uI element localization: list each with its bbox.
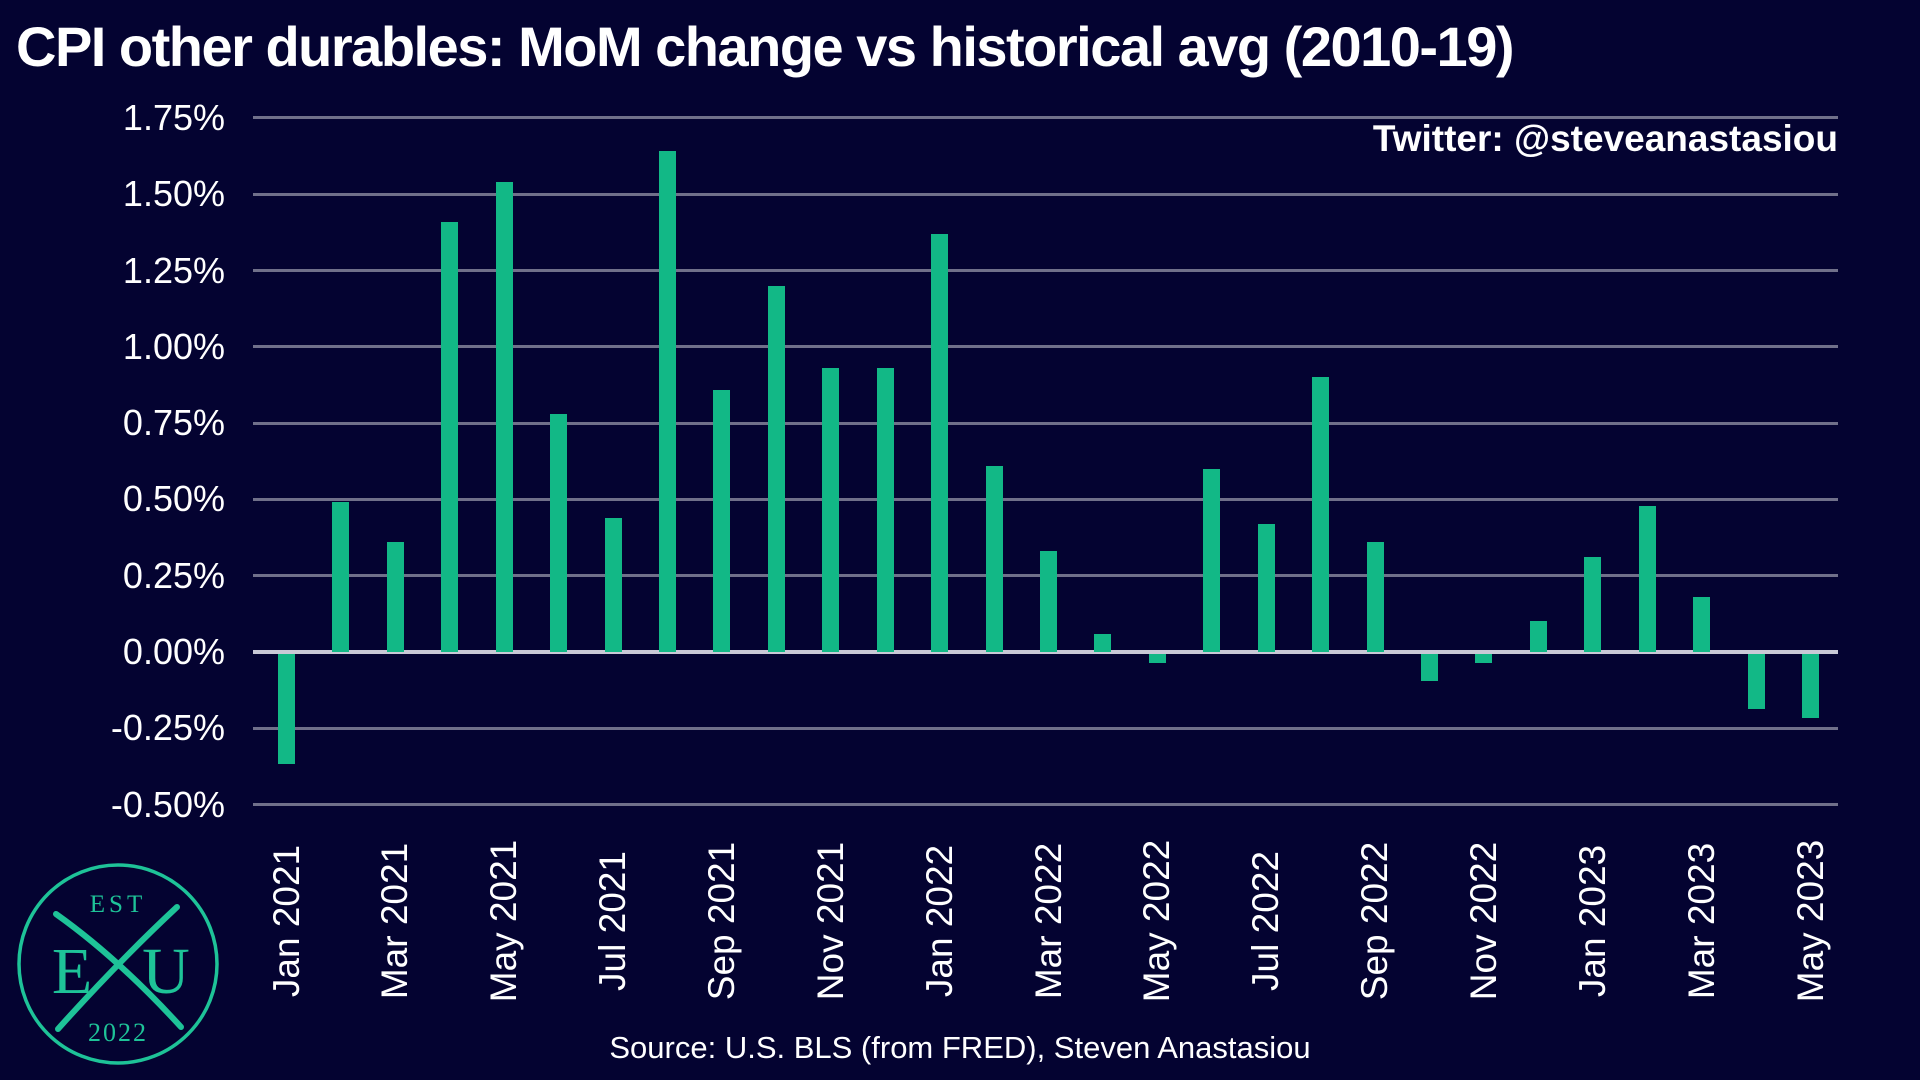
logo-x-stroke-2 — [55, 904, 180, 1032]
y-tick-label: -0.50% — [110, 783, 225, 825]
x-tick-label: May 2022 — [1136, 839, 1178, 1003]
bar-jan-2022 — [931, 233, 949, 652]
x-tick-label: Mar 2022 — [1027, 842, 1069, 1000]
y-tick-label: 1.00% — [122, 325, 225, 367]
bar-may-2023 — [1802, 654, 1820, 719]
gridline-1.00% — [253, 345, 1838, 349]
bar-apr-2023 — [1747, 654, 1765, 709]
x-tick-label: May 2023 — [1789, 839, 1831, 1003]
bar-dec-2021 — [876, 368, 894, 652]
gridline-1.25% — [253, 269, 1838, 272]
bar-feb-2023 — [1638, 505, 1656, 652]
logo-letter-e: E — [52, 935, 92, 1008]
gridline-0.00% — [253, 650, 1838, 654]
gridline-1.50% — [253, 192, 1838, 196]
logo-year-label: 2022 — [88, 1018, 148, 1047]
eu-logo: EST E U 2022 — [17, 863, 219, 1065]
y-tick-label: 0.50% — [122, 478, 225, 520]
bar-oct-2022 — [1421, 654, 1439, 682]
bar-aug-2022 — [1312, 377, 1330, 652]
bar-mar-2022 — [1040, 551, 1058, 652]
gridline-0.50% — [253, 497, 1838, 501]
bar-jun-2021 — [550, 413, 568, 652]
x-tick-label: Jul 2021 — [592, 851, 634, 991]
bar-aug-2021 — [659, 151, 676, 652]
logo-circle — [17, 863, 219, 1065]
bar-feb-2021 — [332, 502, 350, 652]
bar-nov-2021 — [822, 368, 840, 652]
bar-oct-2021 — [767, 285, 785, 652]
bar-nov-2022 — [1475, 654, 1493, 664]
x-tick-label: May 2021 — [483, 839, 525, 1003]
bar-sep-2021 — [713, 389, 731, 652]
y-tick-label: 0.00% — [122, 631, 225, 672]
x-tick-label: Jul 2022 — [1245, 851, 1287, 991]
y-tick-label: 1.25% — [122, 249, 225, 291]
bar-jan-2023 — [1584, 557, 1602, 652]
bar-sep-2022 — [1366, 542, 1384, 652]
x-tick-label: Jan 2023 — [1571, 844, 1613, 998]
bar-dec-2022 — [1529, 621, 1547, 652]
y-tick-label: -0.25% — [110, 707, 225, 749]
bar-may-2022 — [1148, 654, 1166, 664]
gridline-1.75% — [253, 116, 1838, 120]
chart-title: CPI other durables: MoM change vs histor… — [16, 15, 1515, 78]
twitter-handle: Twitter: @steveanastasiou — [1372, 118, 1838, 159]
x-tick-label: Sep 2021 — [700, 841, 742, 1001]
bar-feb-2022 — [985, 465, 1003, 652]
logo-est-label: EST — [90, 891, 146, 918]
y-tick-label: 1.50% — [122, 173, 225, 215]
bar-jan-2021 — [278, 654, 295, 764]
bar-mar-2023 — [1693, 597, 1711, 652]
gridline--0.50% — [253, 803, 1838, 807]
x-tick-label: Mar 2023 — [1680, 842, 1722, 1000]
bar-apr-2022 — [1094, 633, 1112, 652]
bar-jul-2022 — [1257, 523, 1275, 652]
y-tick-label: 1.75% — [122, 96, 225, 138]
x-tick-label: Jan 2022 — [918, 844, 960, 998]
source-caption: Source: U.S. BLS (from FRED), Steven Ana… — [609, 1030, 1311, 1065]
x-tick-label: Sep 2022 — [1354, 841, 1396, 1001]
y-tick-label: 0.75% — [122, 402, 225, 444]
x-tick-label: Nov 2021 — [809, 841, 851, 1001]
x-tick-label: Mar 2021 — [374, 842, 416, 1000]
bar-apr-2021 — [441, 221, 459, 652]
bar-jul-2021 — [604, 517, 622, 652]
bar-jun-2022 — [1203, 468, 1221, 652]
logo-letter-u: U — [142, 935, 190, 1008]
gridline-0.75% — [253, 421, 1838, 425]
x-tick-label: Jan 2021 — [265, 844, 307, 998]
bar-may-2021 — [495, 181, 513, 652]
bar-mar-2021 — [386, 542, 404, 652]
y-tick-label: 0.25% — [122, 554, 225, 596]
gridline--0.25% — [253, 726, 1838, 730]
x-tick-label: Nov 2022 — [1462, 841, 1504, 1001]
